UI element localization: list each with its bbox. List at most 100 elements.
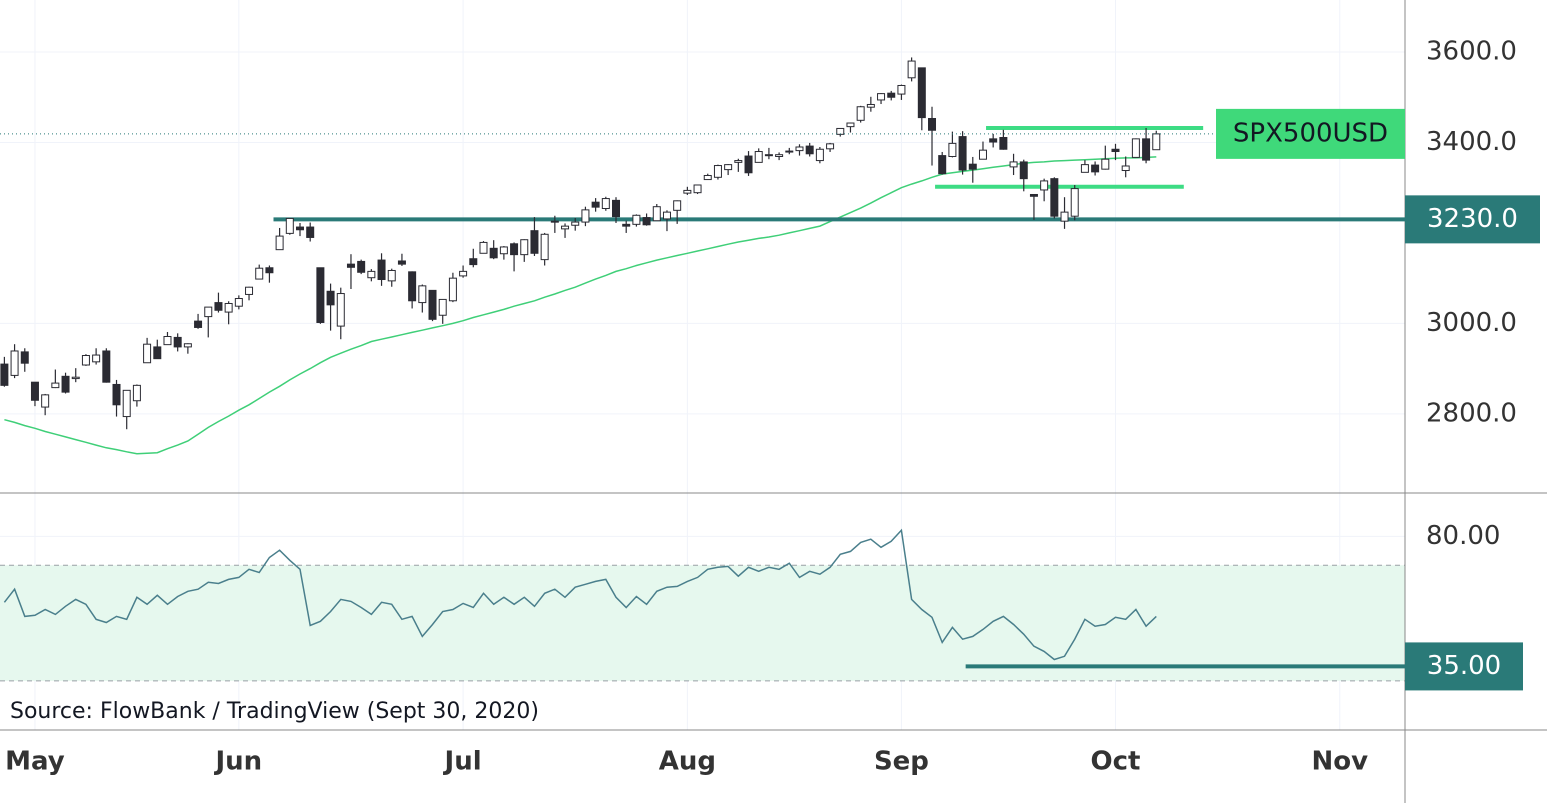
candle-body (948, 142, 957, 157)
candle-body (805, 145, 814, 155)
candle-body (224, 302, 233, 313)
candle-body (234, 298, 243, 307)
candle-body (601, 198, 610, 210)
candle-body (642, 217, 651, 226)
candle-body (632, 214, 641, 225)
candle-body (275, 235, 284, 251)
candle-body (122, 389, 131, 418)
candle-body (132, 384, 141, 402)
candle-body (10, 350, 19, 376)
candle-body (785, 150, 794, 153)
candle-body (357, 260, 366, 273)
y-tick-label: 3400.0 (1426, 127, 1517, 157)
candle-body (204, 306, 213, 318)
candle-body (734, 160, 743, 163)
candle-body (764, 154, 773, 157)
candle-body (907, 60, 916, 79)
candle-body (1121, 165, 1130, 172)
x-tick-label: May (5, 747, 65, 777)
candle-body (377, 259, 386, 281)
candle-body (978, 149, 987, 160)
candle-body (622, 223, 631, 227)
candle-body (1131, 138, 1140, 158)
candle-body (183, 343, 192, 348)
candle-body (51, 382, 60, 389)
candle-body (0, 363, 9, 386)
candle-body (540, 233, 549, 261)
candle-body (1050, 178, 1059, 217)
candle-body (999, 136, 1008, 150)
candle-body (316, 267, 325, 323)
y-tick-label: 3000.0 (1426, 308, 1517, 338)
candle-body (652, 206, 661, 222)
candle-body (1142, 138, 1151, 161)
symbol-label-box (1216, 108, 1405, 159)
level-label-box (1405, 195, 1540, 244)
candle-body (173, 336, 182, 348)
moving-average (4, 156, 1157, 455)
candle-body (367, 270, 376, 279)
candle-body (897, 84, 906, 95)
candle-body (815, 148, 824, 162)
y-tick-label: 2800.0 (1426, 398, 1517, 428)
candle-body (673, 200, 682, 211)
candle-body (520, 239, 529, 256)
candle-body (877, 93, 886, 101)
x-tick-label: Jul (443, 747, 482, 777)
x-tick-label: Jun (213, 747, 262, 777)
candle-body (255, 267, 264, 280)
symbol-label: SPX500USD (1233, 118, 1388, 148)
candle-body (958, 136, 967, 171)
candle-body (989, 138, 998, 143)
candle-body (71, 376, 80, 380)
candle-body (428, 289, 437, 320)
candle-body (102, 350, 111, 383)
candle-body (499, 246, 508, 255)
level-label-box (1405, 642, 1523, 691)
source-note: Source: FlowBank / TradingView (Sept 30,… (10, 699, 539, 724)
candle-body (744, 155, 753, 174)
candle-body (1080, 164, 1089, 173)
candle-body (571, 221, 580, 226)
candle-body (30, 381, 39, 401)
candle-body (530, 230, 539, 254)
candle-body (724, 164, 733, 171)
candle-body (1019, 161, 1028, 180)
candle-body (510, 243, 519, 256)
candle-body (561, 225, 570, 230)
candle-body (938, 155, 947, 175)
candle-body (846, 122, 855, 128)
candle-body (265, 267, 274, 274)
rsi-line (3, 528, 1157, 661)
x-tick-label: Nov (1311, 747, 1368, 777)
x-tick-label: Aug (659, 747, 716, 777)
candle-body (693, 184, 702, 194)
candle-body (1070, 188, 1079, 217)
candle-body (153, 346, 162, 360)
candle-body (326, 290, 335, 306)
candle-body (866, 103, 875, 108)
candle-body (1009, 161, 1018, 168)
candle-body (336, 293, 345, 327)
candle-body (387, 269, 396, 282)
level-label: 35.00 (1427, 651, 1501, 681)
candle-body (968, 163, 977, 170)
candle-body (92, 354, 101, 363)
candle-body (448, 277, 457, 302)
candle-body (1029, 193, 1038, 197)
candle-body (1060, 211, 1069, 222)
candle-body (296, 226, 305, 231)
candle-body (346, 263, 355, 268)
candle-body (41, 394, 50, 408)
candle-body (703, 174, 712, 181)
candle-body (1111, 148, 1120, 153)
candle-body (928, 118, 937, 131)
candle-body (581, 209, 590, 223)
candle-body (418, 285, 427, 304)
candle-body (20, 351, 29, 364)
candle-body (81, 355, 90, 366)
candle-body (245, 286, 254, 295)
candle-body (489, 247, 498, 259)
candle-body (1152, 133, 1161, 151)
